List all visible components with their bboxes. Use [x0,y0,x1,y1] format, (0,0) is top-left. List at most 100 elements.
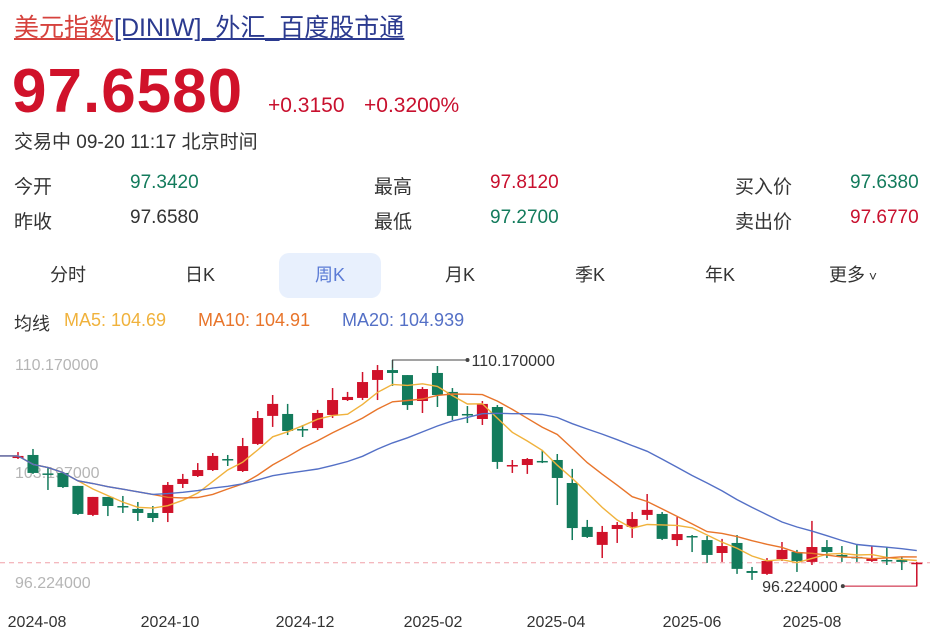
candle-body [881,559,893,562]
candle [252,411,264,445]
candle [791,549,803,572]
candle [207,453,219,472]
candle-body [746,570,758,573]
candle [491,405,503,469]
candle-body [551,459,563,478]
tab-4[interactable]: 季K [539,253,641,298]
price-change-percent: +0.3200% [364,94,460,117]
price-change: +0.3150 [268,94,345,117]
tab-6[interactable]: 更多 ˅ [802,253,904,298]
candle-body [177,478,189,484]
candle-body [596,531,608,545]
candle-body [641,509,653,515]
candle-body [401,375,413,406]
candle [327,388,339,419]
candle [416,387,428,413]
candle-body [207,455,219,471]
candle [357,371,369,401]
candle [656,512,668,541]
x-tick-label: 2024-08 [8,614,67,631]
candle-body [671,534,683,541]
ma10-legend: MA10: 104.91 [198,310,311,330]
ma10-line [0,393,917,560]
candle-body [866,559,878,561]
chevron-down-icon: ˅ [864,268,878,284]
candle [132,501,144,521]
candle [297,424,309,437]
candle [401,375,413,410]
candle-body [12,455,24,459]
candle-body [611,524,623,530]
max-marker-dot [465,358,470,362]
min-label: 96.224000 [762,579,838,596]
candle-body [731,542,743,569]
x-tick-label: 2025-02 [404,614,463,631]
candle-body [716,546,728,554]
candle [461,406,473,424]
candle-body [626,518,638,527]
tab-3[interactable]: 月K [409,253,511,298]
candle [177,473,189,489]
candle-body [776,549,788,560]
candle-body [836,554,848,557]
candle [222,454,234,466]
tab-label: 日K [184,265,215,285]
candle-body [57,472,69,488]
candle [372,365,384,401]
tab-label: 年K [704,265,735,285]
stat-value: 97.3420 [130,172,199,193]
candle-body [791,552,803,561]
current-price: 97.6580 [12,57,244,126]
candle-body [581,526,593,537]
candle [641,494,653,520]
tab-1[interactable]: 日K [149,253,251,298]
candle [72,485,84,515]
tab-label: 更多 [828,265,865,285]
candle [162,482,174,523]
x-tick-label: 2025-06 [663,614,722,631]
candle-body [476,403,488,419]
candle [581,519,593,538]
candle [671,517,683,547]
stat-label: 最高 [374,177,413,198]
candle [267,395,279,427]
stat-label: 昨收 [14,212,53,233]
tab-label: 月K [444,265,475,285]
candle [851,544,863,562]
candle [57,471,69,489]
candle-body [102,496,114,507]
tab-0[interactable]: 分时 [17,253,119,298]
max-label: 110.170000 [472,353,555,370]
ma-legend-label: 均线 [14,314,50,334]
ma20-line [0,412,917,552]
candle [701,535,713,563]
candle [806,520,818,565]
candle [881,547,893,565]
candle-body [701,540,713,555]
candle-body [491,406,503,462]
stat-value: 97.8120 [490,172,559,193]
candle [686,535,698,553]
candle-body [297,429,309,431]
stat-label: 今开 [14,177,53,198]
candle-body [821,547,833,553]
candle-body [656,513,668,539]
candlestick-chart[interactable]: 110.170000103.19700096.224000110.1700009… [0,340,937,637]
candle-body [342,396,354,401]
candle [237,437,249,472]
page-title[interactable]: 美元指数[DINIW]_外汇_百度股市通 [14,12,404,44]
candle-body [461,413,473,416]
candle [596,525,608,559]
candle [192,463,204,478]
tab-2[interactable]: 周K [279,253,381,298]
x-tick-label: 2024-12 [276,614,335,631]
candle-body [72,485,84,514]
candle-body [446,391,458,416]
title-index-name[interactable]: 美元指数 [14,14,115,42]
candle-body [372,370,384,380]
ma20-legend: MA20: 104.939 [342,310,465,330]
title-source[interactable]: [DINIW]_外汇_百度股市通 [114,14,405,42]
y-tick-label: 96.224000 [15,575,91,592]
tab-5[interactable]: 年K [669,253,771,298]
candle-body [252,418,264,444]
